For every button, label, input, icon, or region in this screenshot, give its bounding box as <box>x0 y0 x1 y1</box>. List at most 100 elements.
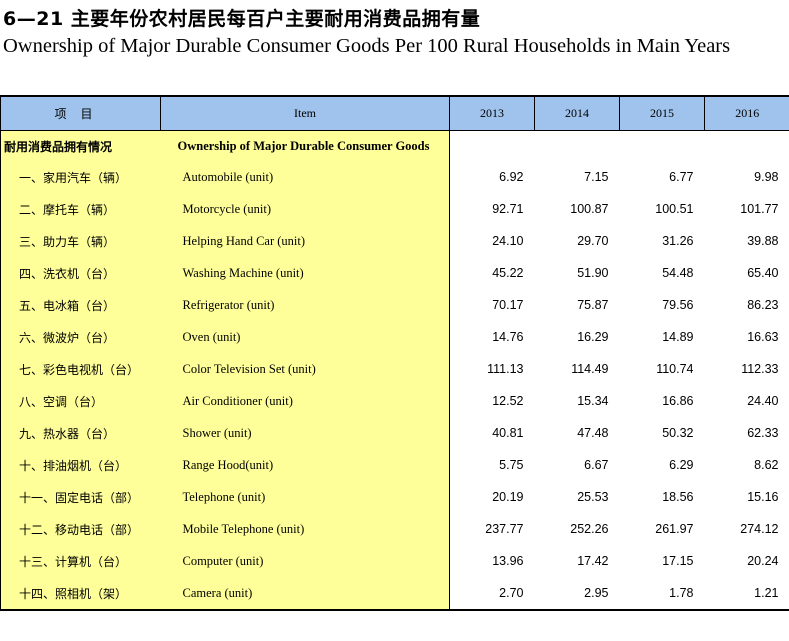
table-row: 七、彩色电视机（台） Color Television Set (unit) 111… <box>0 353 789 385</box>
row-label-cn: 九、热水器（台） <box>0 417 161 449</box>
value-cell: 7.15 <box>584 170 609 184</box>
value-cell: 2.70 <box>449 577 535 611</box>
value-cell: 20.19 <box>449 481 535 513</box>
value-cell: 252.26 <box>570 522 609 536</box>
table-row: 二、摩托车（辆） Motorcycle (unit) 92.71 100.87 100.… <box>0 193 789 225</box>
page-title-en: Ownership of Major Durable Consumer Good… <box>3 35 731 57</box>
value-cell: 45.22 <box>449 257 535 289</box>
value-cell: 114.49 <box>571 362 609 376</box>
row-label-cn: 七、彩色电视机（台） <box>0 353 161 385</box>
value-cell: 15.16 <box>747 490 779 504</box>
value-cell: 237.77 <box>449 513 535 545</box>
table-row: 六、微波炉（台） Oven (unit) 14.76 16.29 14.89 16.63 <box>0 321 789 353</box>
value-cell: 18.56 <box>662 490 694 504</box>
value-cell: 16.86 <box>662 394 694 408</box>
table-row: 九、热水器（台） Shower (unit) 40.81 47.48 50.32 62.3… <box>0 417 789 449</box>
value-cell: 13.96 <box>449 545 535 577</box>
value-cell: 6.67 <box>584 458 609 472</box>
value-cell: 12.52 <box>449 385 535 417</box>
value-cell: 92.71 <box>449 193 535 225</box>
value-cell: 51.90 <box>577 266 609 280</box>
table-row: 十三、计算机（台） Computer (unit) 13.96 17.42 17.15 2… <box>0 545 789 577</box>
value-cell: 47.48 <box>577 426 609 440</box>
value-cell: 6.77 <box>669 170 694 184</box>
row-label-cn: 十二、移动电话（部） <box>0 513 161 545</box>
table-row: 十四、照相机（架） Camera (unit) 2.70 2.95 1.78 1.21 <box>0 577 789 611</box>
row-label-en: Washing Machine (unit) <box>160 257 450 289</box>
empty-cell <box>705 131 789 162</box>
table-row: 四、洗衣机（台） Washing Machine (unit) 45.22 51.90… <box>0 257 789 289</box>
value-cell: 14.76 <box>449 321 535 353</box>
header-year: 2014 <box>534 95 620 131</box>
value-cell: 6.92 <box>449 161 535 193</box>
section-label-cn: 耐用消费品拥有情况 <box>0 130 161 161</box>
value-cell: 274.12 <box>740 522 779 536</box>
row-label-cn: 六、微波炉（台） <box>0 321 161 353</box>
row-label-cn: 十三、计算机（台） <box>0 545 161 577</box>
header-item-cn: 项目 <box>0 95 161 131</box>
row-label-en: Automobile (unit) <box>160 161 450 193</box>
value-cell: 24.10 <box>449 225 535 257</box>
durable-goods-table: 项目 Item 2013 2014 2015 2016 耐用消费品拥有情况 Ow… <box>0 95 789 611</box>
page-title-cn: 6—21 主要年份农村居民每百户主要耐用消费品拥有量 <box>3 8 481 30</box>
row-label-en: Oven (unit) <box>160 321 450 353</box>
value-cell: 1.21 <box>704 577 789 611</box>
value-cell: 75.87 <box>577 298 609 312</box>
value-cell: 70.17 <box>449 289 535 321</box>
row-label-cn: 四、洗衣机（台） <box>0 257 161 289</box>
empty-cell <box>449 130 535 161</box>
value-cell: 86.23 <box>747 298 779 312</box>
row-label-en: Range Hood(unit) <box>160 449 450 481</box>
empty-cell <box>620 131 705 162</box>
header-item-en: Item <box>160 95 450 131</box>
row-label-cn: 八、空调（台） <box>0 385 161 417</box>
table-row: 一、家用汽车（辆） Automobile (unit) 6.92 7.15 6.77 9.… <box>0 161 789 193</box>
table-row: 八、空调（台） Air Conditioner (unit) 12.52 15.34 1… <box>0 385 789 417</box>
value-cell: 101.77 <box>740 202 779 216</box>
table-row: 三、助力车（辆） Helping Hand Car (unit) 24.10 29.7… <box>0 225 789 257</box>
value-cell: 40.81 <box>449 417 535 449</box>
empty-cell <box>535 131 620 162</box>
value-cell: 1.78 <box>619 577 705 611</box>
header-year: 2015 <box>619 95 705 131</box>
value-cell: 24.40 <box>747 394 779 408</box>
value-cell: 62.33 <box>747 426 779 440</box>
value-cell: 112.33 <box>741 362 779 376</box>
row-label-cn: 三、助力车（辆） <box>0 225 161 257</box>
section-row: 耐用消费品拥有情况 Ownership of Major Durable Con… <box>0 130 789 162</box>
row-label-en: Telephone (unit) <box>160 481 450 513</box>
value-cell: 8.62 <box>754 458 779 472</box>
value-cell: 50.32 <box>662 426 694 440</box>
table-header-row: 项目 Item 2013 2014 2015 2016 <box>0 95 789 131</box>
header-year: 2016 <box>704 95 789 131</box>
value-cell: 54.48 <box>662 266 694 280</box>
value-cell: 261.97 <box>655 522 694 536</box>
value-cell: 100.87 <box>570 202 609 216</box>
value-cell: 65.40 <box>747 266 779 280</box>
value-cell: 39.88 <box>747 234 779 248</box>
row-label-en: Camera (unit) <box>160 577 450 611</box>
table-row: 十、排油烟机（台） Range Hood(unit) 5.75 6.67 6.29 8.6… <box>0 449 789 481</box>
value-cell: 6.29 <box>669 458 694 472</box>
row-label-cn: 十四、照相机（架） <box>0 577 161 611</box>
table-row: 十一、固定电话（部） Telephone (unit) 20.19 25.53 18.5… <box>0 481 789 513</box>
value-cell: 100.51 <box>655 202 694 216</box>
header-year: 2013 <box>449 95 535 131</box>
row-label-en: Mobile Telephone (unit) <box>160 513 450 545</box>
value-cell: 20.24 <box>747 554 779 568</box>
value-cell: 15.34 <box>577 394 609 408</box>
table-row: 十二、移动电话（部） Mobile Telephone (unit) 237.77 2… <box>0 513 789 545</box>
value-cell: 9.98 <box>754 170 779 184</box>
value-cell: 79.56 <box>662 298 694 312</box>
row-label-cn: 一、家用汽车（辆） <box>0 161 161 193</box>
value-cell: 2.95 <box>534 577 620 611</box>
value-cell: 17.42 <box>577 554 609 568</box>
value-cell: 5.75 <box>449 449 535 481</box>
row-label-en: Helping Hand Car (unit) <box>160 225 450 257</box>
row-label-cn: 二、摩托车（辆） <box>0 193 161 225</box>
value-cell: 25.53 <box>577 490 609 504</box>
value-cell: 16.29 <box>577 330 609 344</box>
row-label-cn: 五、电冰箱（台） <box>0 289 161 321</box>
row-label-en: Color Television Set (unit) <box>160 353 450 385</box>
value-cell: 29.70 <box>577 234 609 248</box>
